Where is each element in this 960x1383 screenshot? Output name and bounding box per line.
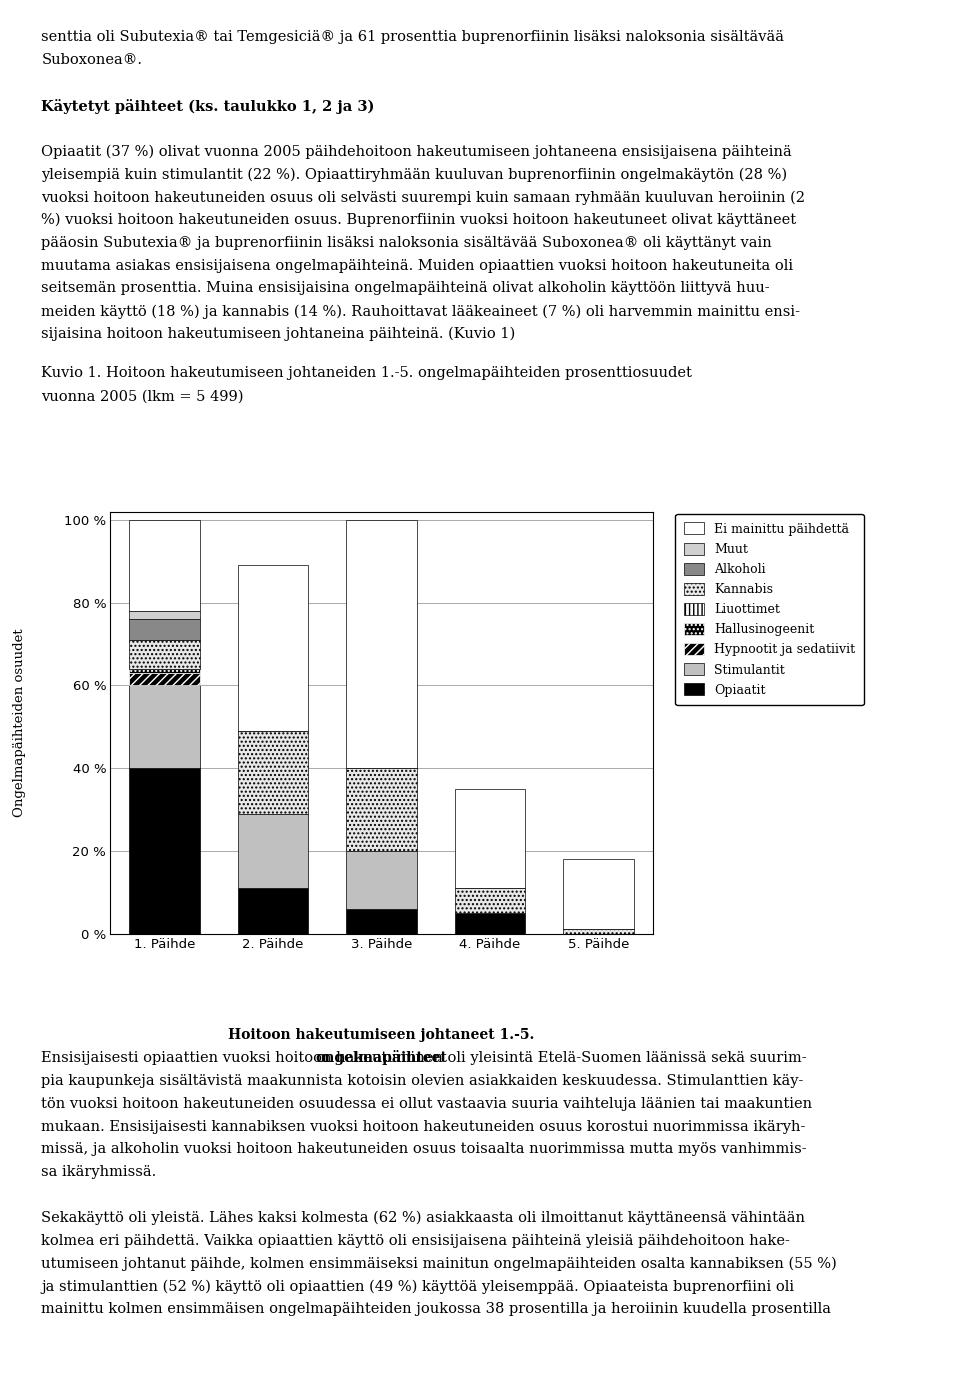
Bar xyxy=(347,851,417,909)
Text: mukaan. Ensisijaisesti kannabiksen vuoksi hoitoon hakeutuneiden osuus korostui n: mukaan. Ensisijaisesti kannabiksen vuoks… xyxy=(41,1120,805,1134)
Text: Kuvio 1. Hoitoon hakeutumiseen johtaneiden 1.-5. ongelmapäihteiden prosenttiosuu: Kuvio 1. Hoitoon hakeutumiseen johtaneid… xyxy=(41,366,692,380)
Text: Sekakäyttö oli yleistä. Lähes kaksi kolmesta (62 %) asiakkaasta oli ilmoittanut : Sekakäyttö oli yleistä. Lähes kaksi kolm… xyxy=(41,1212,805,1225)
Text: vuoksi hoitoon hakeutuneiden osuus oli selvästi suurempi kuin samaan ryhmään kuu: vuoksi hoitoon hakeutuneiden osuus oli s… xyxy=(41,191,805,205)
Text: Ongelmapäihteiden osuudet: Ongelmapäihteiden osuudet xyxy=(12,628,26,817)
Bar xyxy=(130,520,200,611)
Bar xyxy=(238,730,308,813)
Text: Suboxonea®.: Suboxonea®. xyxy=(41,53,142,68)
Text: kolmea eri päihdettä. Vaikka opiaattien käyttö oli ensisijaisena päihteinä yleis: kolmea eri päihdettä. Vaikka opiaattien … xyxy=(41,1234,790,1247)
Text: ongelmapäihteet: ongelmapäihteet xyxy=(316,1051,447,1065)
Text: tön vuoksi hoitoon hakeutuneiden osuudessa ei ollut vastaavia suuria vaihteluja : tön vuoksi hoitoon hakeutuneiden osuudes… xyxy=(41,1097,812,1111)
Bar xyxy=(130,620,200,640)
Text: ja stimulanttien (52 %) käyttö oli opiaattien (49 %) käyttöä yleisemppää. Opiaat: ja stimulanttien (52 %) käyttö oli opiaa… xyxy=(41,1279,795,1293)
Bar xyxy=(130,674,200,686)
Bar xyxy=(130,640,200,669)
Text: vuonna 2005 (lkm = 5 499): vuonna 2005 (lkm = 5 499) xyxy=(41,390,244,404)
Text: meiden käyttö (18 %) ja kannabis (14 %). Rauhoittavat lääkeaineet (7 %) oli harv: meiden käyttö (18 %) ja kannabis (14 %).… xyxy=(41,304,801,318)
Text: Käytetyt päihteet (ks. taulukko 1, 2 ja 3): Käytetyt päihteet (ks. taulukko 1, 2 ja … xyxy=(41,100,374,113)
Text: pääosin Subutexia® ja buprenorfiinin lisäksi naloksonia sisältävää Suboxonea® ol: pääosin Subutexia® ja buprenorfiinin lis… xyxy=(41,235,772,250)
Text: Hoitoon hakeutumiseen johtaneet 1.-5.: Hoitoon hakeutumiseen johtaneet 1.-5. xyxy=(228,1028,535,1041)
Bar xyxy=(455,788,525,888)
Text: muutama asiakas ensisijaisena ongelmapäihteinä. Muiden opiaattien vuoksi hoitoon: muutama asiakas ensisijaisena ongelmapäi… xyxy=(41,259,793,272)
Bar xyxy=(238,813,308,888)
Text: sa ikäryhmissä.: sa ikäryhmissä. xyxy=(41,1164,156,1180)
Text: %) vuoksi hoitoon hakeutuneiden osuus. Buprenorfiinin vuoksi hoitoon hakeutuneet: %) vuoksi hoitoon hakeutuneiden osuus. B… xyxy=(41,213,797,227)
Text: sijaisina hoitoon hakeutumiseen johtaneina päihteinä. (Kuvio 1): sijaisina hoitoon hakeutumiseen johtanei… xyxy=(41,328,516,342)
Bar xyxy=(564,929,634,934)
Bar xyxy=(130,686,200,768)
Legend: Ei mainittu päihdettä, Muut, Alkoholi, Kannabis, Liuottimet, Hallusinogeenit, Hy: Ei mainittu päihdettä, Muut, Alkoholi, K… xyxy=(675,513,864,705)
Text: pia kaupunkeja sisältävistä maakunnista kotoisin olevien asiakkaiden keskuudessa: pia kaupunkeja sisältävistä maakunnista … xyxy=(41,1075,804,1088)
Text: senttia oli Subutexia® tai Temgesiciä® ja 61 prosenttia buprenorfiinin lisäksi n: senttia oli Subutexia® tai Temgesiciä® j… xyxy=(41,30,784,44)
Bar xyxy=(130,768,200,934)
Text: missä, ja alkoholin vuoksi hoitoon hakeutuneiden osuus toisaalta nuorimmissa mut: missä, ja alkoholin vuoksi hoitoon hakeu… xyxy=(41,1142,807,1156)
Bar xyxy=(238,566,308,730)
Bar xyxy=(564,859,634,929)
Bar xyxy=(455,913,525,934)
Bar xyxy=(455,888,525,913)
Bar xyxy=(238,888,308,934)
Text: utumiseen johtanut päihde, kolmen ensimmäiseksi mainitun ongelmapäihteiden osalt: utumiseen johtanut päihde, kolmen ensimm… xyxy=(41,1257,837,1271)
Bar xyxy=(347,768,417,851)
Bar xyxy=(347,520,417,768)
Text: Ensisijaisesti opiaattien vuoksi hoitoon hakeutuminen oli yleisintä Etelä-Suomen: Ensisijaisesti opiaattien vuoksi hoitoon… xyxy=(41,1051,807,1065)
Text: seitsemän prosenttia. Muina ensisijaisina ongelmapäihteinä olivat alkoholin käyt: seitsemän prosenttia. Muina ensisijaisin… xyxy=(41,282,770,296)
Text: mainittu kolmen ensimmäisen ongelmapäihteiden joukossa 38 prosentilla ja heroiin: mainittu kolmen ensimmäisen ongelmapäiht… xyxy=(41,1303,831,1317)
Text: yleisempiä kuin stimulantit (22 %). Opiaattiryhmään kuuluvan buprenorfiinin onge: yleisempiä kuin stimulantit (22 %). Opia… xyxy=(41,167,787,181)
Bar xyxy=(130,669,200,674)
Text: Opiaatit (37 %) olivat vuonna 2005 päihdehoitoon hakeutumiseen johtaneena ensisi: Opiaatit (37 %) olivat vuonna 2005 päihd… xyxy=(41,145,792,159)
Bar xyxy=(347,909,417,934)
Bar xyxy=(130,611,200,620)
